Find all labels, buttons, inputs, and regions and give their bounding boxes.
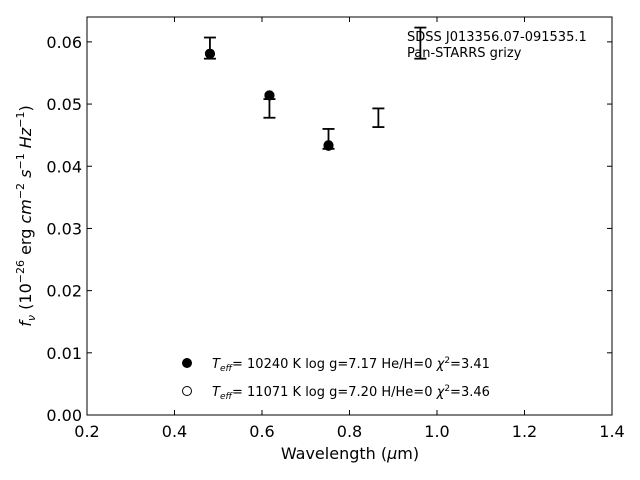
y-tick-label: 0.02 xyxy=(46,282,82,301)
x-tick-label: 0.6 xyxy=(249,422,274,441)
survey-annotation: Pan-STARRS grizy xyxy=(407,46,522,61)
legend-entry-2: Teff= 11071 K log g=7.20 H/He=0 χ2=3.46 xyxy=(212,384,490,402)
plot-frame xyxy=(86,16,613,416)
y-tick-label: 0.06 xyxy=(46,33,82,52)
y-tick-label: 0.05 xyxy=(46,95,82,114)
x-tick-label: 0.2 xyxy=(74,422,99,441)
legend-marker-open xyxy=(182,386,192,396)
x-tick-label: 1.2 xyxy=(512,422,537,441)
model-markers xyxy=(204,48,334,151)
observed-errorbar xyxy=(263,98,276,119)
y-tick-label: 0.00 xyxy=(46,406,82,425)
object-name-annotation: SDSS J013356.07-091535.1 xyxy=(407,30,587,45)
observed-errorbar xyxy=(372,107,385,128)
x-tick-label: 0.8 xyxy=(337,422,362,441)
y-tick-label: 0.01 xyxy=(46,344,82,363)
legend-entry-1: Teff= 10240 K log g=7.17 He/H=0 χ2=3.41 xyxy=(212,356,490,374)
y-tick-label: 0.04 xyxy=(46,157,82,176)
legend: Teff= 10240 K log g=7.17 He/H=0 χ2=3.41 … xyxy=(182,356,490,402)
x-tick-label: 1.0 xyxy=(424,422,449,441)
x-tick-label: 0.4 xyxy=(162,422,187,441)
observed-errorbar xyxy=(414,26,427,60)
model-point-filled xyxy=(204,48,215,59)
y-tick-label: 0.03 xyxy=(46,219,82,238)
x-tick-label: 1.4 xyxy=(599,422,624,441)
x-axis-ticks: 0.2 0.4 0.6 0.8 1.0 1.2 1.4 xyxy=(74,17,625,441)
y-axis-label: fν (10−26 erg cm−2 s−1 Hz−1) xyxy=(14,105,38,326)
observed-errorbars xyxy=(203,26,427,150)
x-axis-label: Wavelength (μm) xyxy=(281,444,419,463)
model-point-filled xyxy=(264,90,275,101)
legend-marker-filled xyxy=(182,358,192,368)
y-axis-ticks: 0.00 0.01 0.02 0.03 0.04 0.05 0.06 xyxy=(46,33,612,425)
model-point-filled xyxy=(323,140,334,151)
plot-area-border xyxy=(86,16,613,416)
